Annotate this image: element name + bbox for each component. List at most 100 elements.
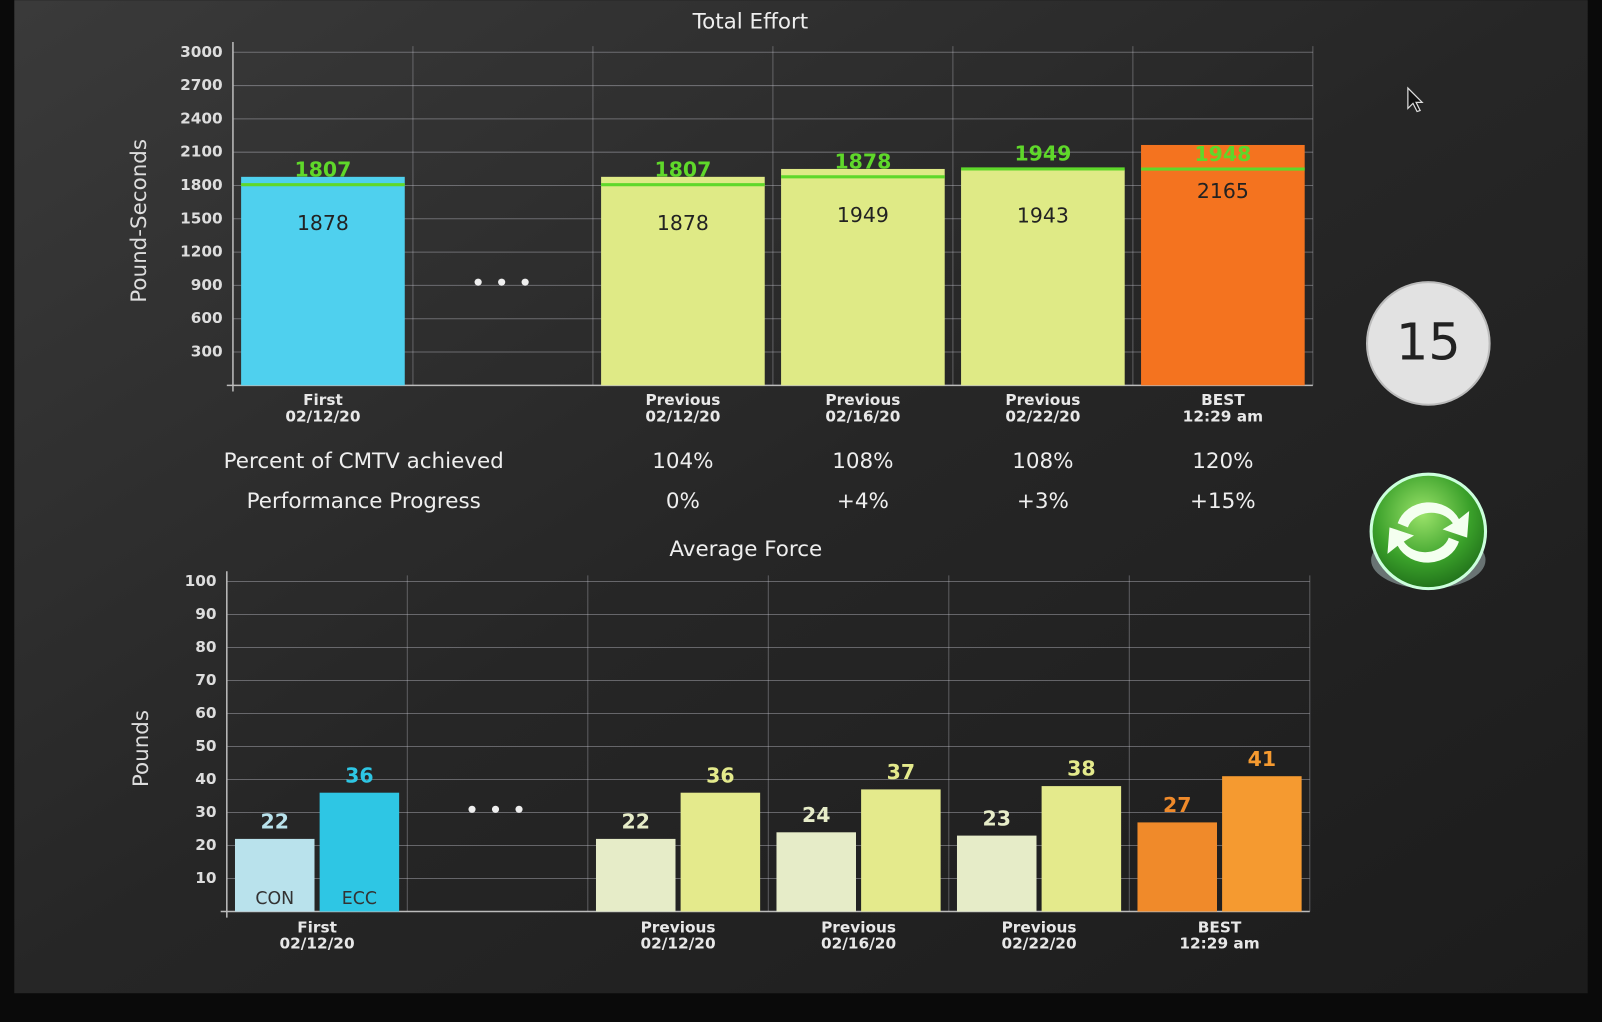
y-tick-label: 3000 — [180, 43, 223, 61]
counter-badge — [1365, 281, 1491, 406]
y-tick-label: 30 — [195, 803, 216, 821]
bar — [781, 168, 945, 386]
y-tick-label: 10 — [195, 869, 216, 887]
data-label: 37 — [887, 760, 915, 784]
x-tick-label: 02/22/20 — [1001, 935, 1076, 953]
data-label: 22 — [622, 810, 650, 834]
bar — [319, 792, 400, 912]
y-axis-label: Pounds — [129, 710, 154, 787]
y-tick-label: 600 — [191, 309, 223, 327]
y-tick-label: 60 — [195, 704, 216, 722]
x-tick-label: Previous — [821, 918, 896, 936]
data-label: 36 — [345, 763, 373, 787]
x-tick-label: Previous — [1005, 391, 1080, 409]
data-label: 1878 — [657, 211, 709, 235]
x-tick-label: 02/12/20 — [645, 408, 720, 426]
x-tick-label: Previous — [645, 391, 720, 409]
bar — [1137, 822, 1217, 912]
y-tick-label: 20 — [195, 836, 216, 854]
y-tick-label: 50 — [195, 737, 216, 755]
y-tick-label: 40 — [195, 770, 216, 788]
ellipsis-dot — [491, 805, 500, 813]
row-cell: +4% — [837, 489, 889, 514]
y-tick-label: 300 — [191, 343, 223, 361]
y-tick-label: 900 — [191, 276, 223, 294]
y-tick-label: 90 — [195, 605, 216, 623]
mouse-cursor — [1407, 86, 1424, 113]
data-label: 1949 — [837, 203, 889, 227]
row-label: Performance Progress — [247, 489, 481, 514]
data-label: 27 — [1163, 793, 1191, 817]
x-tick-label: 02/16/20 — [821, 935, 896, 953]
y-tick-label: 1500 — [180, 209, 223, 227]
x-tick-label: BEST — [1198, 918, 1242, 936]
data-label: 22 — [261, 810, 289, 834]
ellipsis-dot — [498, 278, 506, 286]
target-label: 1807 — [654, 157, 711, 181]
data-label: 41 — [1248, 747, 1276, 771]
y-tick-label: 70 — [195, 671, 216, 689]
x-tick-label: Previous — [825, 391, 900, 409]
bar — [1222, 776, 1302, 912]
x-tick-label: Previous — [1002, 918, 1077, 936]
bar — [776, 832, 857, 912]
bar — [956, 835, 1037, 912]
target-label: 1807 — [295, 157, 352, 181]
data-label: 1943 — [1017, 204, 1069, 228]
data-label: 24 — [802, 803, 830, 827]
y-tick-label: 2400 — [180, 109, 223, 127]
bar — [1041, 786, 1122, 912]
target-label: 1878 — [834, 150, 891, 174]
x-tick-label: BEST — [1201, 391, 1245, 409]
row-cell: +15% — [1190, 489, 1256, 514]
target-label: 1949 — [1014, 142, 1071, 166]
y-tick-label: 80 — [195, 638, 216, 656]
data-label: 36 — [706, 763, 734, 787]
y-tick-label: 100 — [185, 572, 217, 590]
data-label: 38 — [1067, 757, 1095, 781]
x-tick-label: 02/12/20 — [285, 408, 360, 426]
y-tick-label: 1200 — [180, 243, 223, 261]
target-label: 1948 — [1194, 142, 1251, 166]
ellipsis-dot — [521, 278, 529, 286]
ellipsis-dot — [474, 278, 482, 286]
x-tick-label: 02/16/20 — [825, 408, 900, 426]
x-tick-label: 02/12/20 — [280, 935, 355, 953]
row-cell: 104% — [652, 449, 713, 474]
data-label: 2165 — [1197, 179, 1249, 203]
row-cell: 0% — [666, 489, 700, 514]
bar — [234, 838, 315, 912]
x-tick-label: 02/22/20 — [1005, 408, 1080, 426]
bar — [680, 792, 761, 912]
data-label: 1878 — [297, 211, 349, 235]
x-tick-label: 12:29 am — [1179, 935, 1259, 953]
row-cell: 120% — [1192, 449, 1253, 474]
bar — [595, 838, 676, 912]
y-axis-label: Pound-Seconds — [127, 139, 152, 303]
counter-value: 15 — [1396, 313, 1461, 372]
x-tick-label: Previous — [641, 918, 716, 936]
ellipsis-dot — [468, 805, 476, 813]
x-tick-label: 12:29 am — [1183, 408, 1263, 426]
series-name: CON — [255, 889, 294, 909]
ellipsis-dot — [515, 805, 523, 813]
row-cell: 108% — [1012, 449, 1073, 474]
x-tick-label: First — [303, 391, 343, 409]
bar — [601, 176, 765, 386]
refresh-button[interactable] — [1369, 472, 1488, 591]
row-label: Percent of CMTV achieved — [224, 449, 504, 474]
bar — [241, 176, 405, 386]
y-tick-label: 2100 — [180, 143, 223, 161]
charts: Total Effort Pound-Seconds 300 600 900 1200 15… — [127, 10, 1314, 953]
chart-title: Average Force — [669, 537, 822, 562]
chart-title: Total Effort — [692, 10, 809, 35]
y-tick-label: 2700 — [180, 76, 223, 94]
x-tick-label: First — [297, 918, 337, 936]
series-name: ECC — [342, 889, 377, 909]
row-cell: +3% — [1017, 489, 1069, 514]
bar — [961, 169, 1125, 386]
screen-background — [14, 0, 1588, 994]
data-label: 23 — [983, 806, 1011, 830]
